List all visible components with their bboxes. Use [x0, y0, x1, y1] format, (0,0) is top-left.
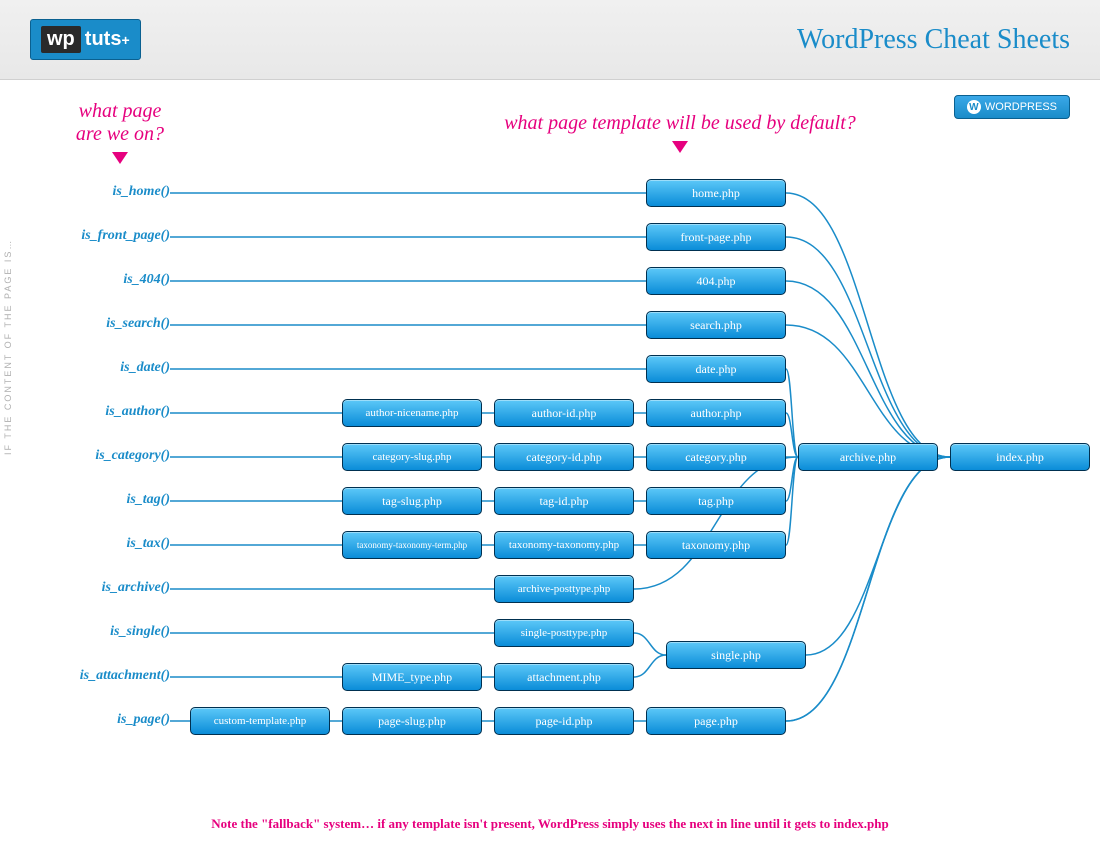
template-box: author.php — [646, 399, 786, 427]
conditional-is_date: is_date() — [0, 360, 170, 376]
heading-left-line2: are we on? — [76, 123, 164, 145]
template-box: custom-template.php — [190, 707, 330, 735]
template-hierarchy-diagram: is_home()is_front_page()is_404()is_searc… — [30, 165, 1080, 805]
template-box: tag.php — [646, 487, 786, 515]
template-box: MIME_type.php — [342, 663, 482, 691]
template-box: archive-posttype.php — [494, 575, 634, 603]
template-box: tag-slug.php — [342, 487, 482, 515]
template-box: page-id.php — [494, 707, 634, 735]
template-box: tag-id.php — [494, 487, 634, 515]
arrow-down-icon — [112, 152, 128, 164]
template-box: page-slug.php — [342, 707, 482, 735]
footnote: Note the "fallback" system… if any templ… — [0, 816, 1100, 832]
heading-left-line1: what page — [79, 100, 162, 122]
template-single: single.php — [666, 641, 806, 669]
template-box: page.php — [646, 707, 786, 735]
heading-left: what page are we on? — [50, 100, 190, 164]
template-index: index.php — [950, 443, 1090, 471]
template-box: search.php — [646, 311, 786, 339]
logo-wp: wp — [41, 26, 81, 53]
conditional-is_search: is_search() — [0, 316, 170, 332]
template-box: attachment.php — [494, 663, 634, 691]
template-box: single-posttype.php — [494, 619, 634, 647]
template-box: taxonomy-taxonomy-term.php — [342, 531, 482, 559]
header-bar: wp tuts + WordPress Cheat Sheets — [0, 0, 1100, 80]
template-box: front-page.php — [646, 223, 786, 251]
heading-right: what page template will be used by defau… — [360, 112, 1000, 153]
conditional-is_archive: is_archive() — [0, 580, 170, 596]
conditional-is_tax: is_tax() — [0, 536, 170, 552]
template-box: taxonomy-taxonomy.php — [494, 531, 634, 559]
conditional-is_home: is_home() — [0, 184, 170, 200]
template-box: home.php — [646, 179, 786, 207]
conditional-is_author: is_author() — [0, 404, 170, 420]
conditional-is_category: is_category() — [0, 448, 170, 464]
logo-plus: + — [121, 32, 129, 48]
template-box: category-slug.php — [342, 443, 482, 471]
template-archive: archive.php — [798, 443, 938, 471]
conditional-is_tag: is_tag() — [0, 492, 170, 508]
heading-right-text: what page template will be used by defau… — [504, 112, 856, 134]
template-box: category.php — [646, 443, 786, 471]
logo-tuts: tuts — [85, 28, 122, 51]
template-box: taxonomy.php — [646, 531, 786, 559]
conditional-is_404: is_404() — [0, 272, 170, 288]
conditional-is_front_page: is_front_page() — [0, 228, 170, 244]
conditional-is_attachment: is_attachment() — [0, 668, 170, 684]
conditional-is_page: is_page() — [0, 712, 170, 728]
template-box: category-id.php — [494, 443, 634, 471]
conditional-is_single: is_single() — [0, 624, 170, 640]
logo: wp tuts + — [30, 19, 141, 60]
arrow-down-icon — [672, 141, 688, 153]
template-box: author-nicename.php — [342, 399, 482, 427]
page-title: WordPress Cheat Sheets — [797, 24, 1070, 56]
template-box: 404.php — [646, 267, 786, 295]
template-box: date.php — [646, 355, 786, 383]
template-box: author-id.php — [494, 399, 634, 427]
